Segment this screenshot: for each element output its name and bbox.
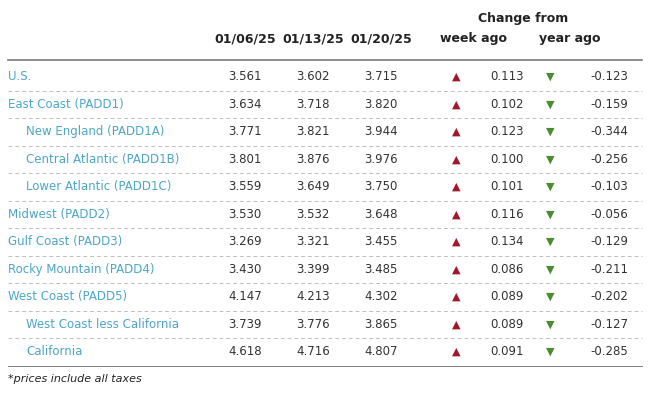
Text: 4.302: 4.302: [364, 290, 398, 303]
Text: West Coast less California: West Coast less California: [26, 318, 179, 331]
Text: 0.123: 0.123: [490, 125, 523, 138]
Text: -0.344: -0.344: [590, 125, 628, 138]
Text: ▲: ▲: [452, 237, 460, 247]
Text: 01/13/25: 01/13/25: [282, 32, 344, 45]
Text: 3.430: 3.430: [228, 263, 262, 276]
Text: 3.648: 3.648: [364, 208, 398, 221]
Text: 3.649: 3.649: [296, 180, 330, 193]
Text: 4.618: 4.618: [228, 345, 262, 358]
Text: *prices include all taxes: *prices include all taxes: [8, 374, 142, 384]
Text: 0.113: 0.113: [490, 70, 523, 83]
Text: ▼: ▼: [546, 127, 554, 137]
Text: ▲: ▲: [452, 264, 460, 274]
Text: 0.091: 0.091: [490, 345, 523, 358]
Text: ▼: ▼: [546, 99, 554, 109]
Text: Rocky Mountain (PADD4): Rocky Mountain (PADD4): [8, 263, 155, 276]
Text: ▲: ▲: [452, 72, 460, 82]
Text: 3.559: 3.559: [228, 180, 262, 193]
Text: ▲: ▲: [452, 209, 460, 219]
Text: ▲: ▲: [452, 182, 460, 192]
Text: 3.771: 3.771: [228, 125, 262, 138]
Text: -0.159: -0.159: [590, 98, 628, 111]
Text: 0.134: 0.134: [490, 235, 523, 248]
Text: 3.865: 3.865: [364, 318, 398, 331]
Text: ▼: ▼: [546, 209, 554, 219]
Text: 0.100: 0.100: [490, 153, 523, 166]
Text: 3.718: 3.718: [296, 98, 330, 111]
Text: 3.561: 3.561: [228, 70, 262, 83]
Text: 01/20/25: 01/20/25: [350, 32, 412, 45]
Text: ▼: ▼: [546, 264, 554, 274]
Text: -0.103: -0.103: [590, 180, 628, 193]
Text: 3.776: 3.776: [296, 318, 330, 331]
Text: West Coast (PADD5): West Coast (PADD5): [8, 290, 127, 303]
Text: ▲: ▲: [452, 99, 460, 109]
Text: Midwest (PADD2): Midwest (PADD2): [8, 208, 110, 221]
Text: 01/06/25: 01/06/25: [214, 32, 276, 45]
Text: ▲: ▲: [452, 127, 460, 137]
Text: 4.807: 4.807: [364, 345, 398, 358]
Text: Lower Atlantic (PADD1C): Lower Atlantic (PADD1C): [26, 180, 172, 193]
Text: ▲: ▲: [452, 292, 460, 302]
Text: year ago: year ago: [540, 32, 601, 45]
Text: ▼: ▼: [546, 237, 554, 247]
Text: 3.820: 3.820: [364, 98, 398, 111]
Text: ▼: ▼: [546, 182, 554, 192]
Text: 4.213: 4.213: [296, 290, 330, 303]
Text: 4.147: 4.147: [228, 290, 262, 303]
Text: 3.715: 3.715: [364, 70, 398, 83]
Text: ▲: ▲: [452, 319, 460, 329]
Text: -0.202: -0.202: [590, 290, 628, 303]
Text: 3.455: 3.455: [364, 235, 398, 248]
Text: U.S.: U.S.: [8, 70, 31, 83]
Text: 3.739: 3.739: [228, 318, 262, 331]
Text: ▲: ▲: [452, 154, 460, 164]
Text: Change from: Change from: [478, 12, 568, 25]
Text: 4.716: 4.716: [296, 345, 330, 358]
Text: -0.123: -0.123: [590, 70, 628, 83]
Text: 3.750: 3.750: [364, 180, 398, 193]
Text: 3.944: 3.944: [364, 125, 398, 138]
Text: 3.976: 3.976: [364, 153, 398, 166]
Text: ▲: ▲: [452, 347, 460, 357]
Text: 0.089: 0.089: [490, 318, 523, 331]
Text: 3.634: 3.634: [228, 98, 262, 111]
Text: ▼: ▼: [546, 154, 554, 164]
Text: California: California: [26, 345, 83, 358]
Text: ▼: ▼: [546, 72, 554, 82]
Text: -0.129: -0.129: [590, 235, 628, 248]
Text: 0.116: 0.116: [490, 208, 524, 221]
Text: -0.056: -0.056: [590, 208, 628, 221]
Text: 3.269: 3.269: [228, 235, 262, 248]
Text: 3.321: 3.321: [296, 235, 330, 248]
Text: 3.801: 3.801: [228, 153, 262, 166]
Text: 0.102: 0.102: [490, 98, 523, 111]
Text: 0.101: 0.101: [490, 180, 523, 193]
Text: 3.399: 3.399: [296, 263, 330, 276]
Text: 3.530: 3.530: [228, 208, 261, 221]
Text: 0.086: 0.086: [490, 263, 523, 276]
Text: -0.127: -0.127: [590, 318, 628, 331]
Text: 3.485: 3.485: [364, 263, 398, 276]
Text: ▼: ▼: [546, 347, 554, 357]
Text: -0.211: -0.211: [590, 263, 628, 276]
Text: Gulf Coast (PADD3): Gulf Coast (PADD3): [8, 235, 122, 248]
Text: 3.821: 3.821: [296, 125, 330, 138]
Text: -0.285: -0.285: [590, 345, 628, 358]
Text: East Coast (PADD1): East Coast (PADD1): [8, 98, 123, 111]
Text: Central Atlantic (PADD1B): Central Atlantic (PADD1B): [26, 153, 179, 166]
Text: New England (PADD1A): New England (PADD1A): [26, 125, 164, 138]
Text: ▼: ▼: [546, 319, 554, 329]
Text: 3.602: 3.602: [296, 70, 330, 83]
Text: ▼: ▼: [546, 292, 554, 302]
Text: week ago: week ago: [439, 32, 506, 45]
Text: 0.089: 0.089: [490, 290, 523, 303]
Text: 3.876: 3.876: [296, 153, 330, 166]
Text: 3.532: 3.532: [296, 208, 330, 221]
Text: -0.256: -0.256: [590, 153, 628, 166]
